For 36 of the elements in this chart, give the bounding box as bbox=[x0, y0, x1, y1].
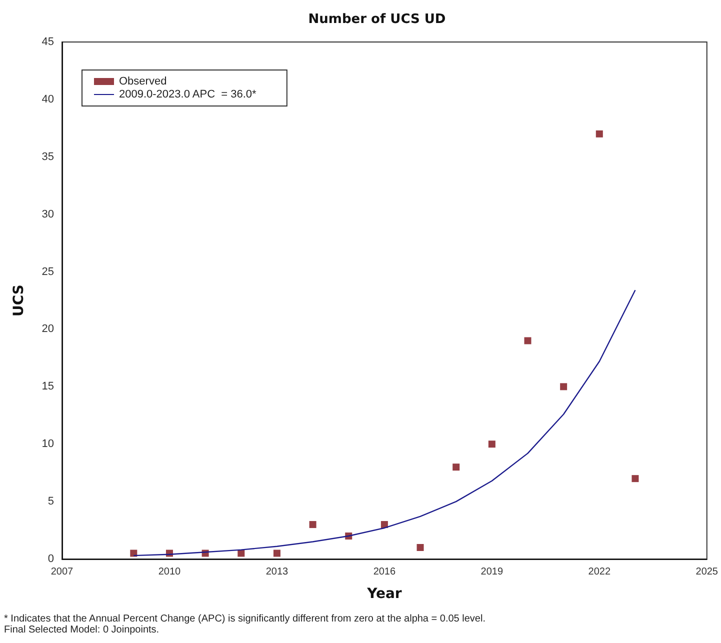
point bbox=[488, 440, 496, 448]
x-tick-label: 2019 bbox=[480, 566, 504, 578]
y-tick-label: 25 bbox=[42, 266, 54, 278]
point bbox=[452, 464, 460, 471]
y-tick-label: 20 bbox=[42, 323, 54, 336]
y-axis-title: UCS bbox=[11, 284, 27, 316]
text: * Indicates that the Annual Percent Change (APC) is significantly different from zero at the alpha = 0.05 level. bbox=[4, 614, 486, 624]
x-tick-label: 2022 bbox=[588, 566, 611, 578]
chart-title: Number of UCS UD bbox=[308, 12, 446, 27]
x-tick-label: 2013 bbox=[266, 566, 289, 578]
x-tick-label: 2007 bbox=[50, 566, 74, 578]
text: Final Selected Model: 0 Joinpoints. bbox=[4, 624, 160, 636]
legend-label: 2009.0-2023.0 APC = 36.0* bbox=[119, 88, 258, 100]
point bbox=[130, 550, 138, 557]
x-axis-title: Year bbox=[366, 586, 402, 602]
x-tick-label: 2025 bbox=[696, 566, 718, 578]
y-tick-label: 10 bbox=[42, 438, 54, 450]
y-tick-label: 15 bbox=[42, 380, 54, 393]
y-tick-label: 45 bbox=[42, 36, 54, 48]
point bbox=[596, 130, 603, 138]
x-tick-label: 2010 bbox=[158, 566, 182, 578]
point bbox=[632, 475, 639, 482]
point bbox=[416, 544, 424, 552]
y-tick-label: 5 bbox=[48, 496, 54, 508]
point bbox=[238, 550, 245, 557]
y-tick-label: 0 bbox=[48, 553, 54, 565]
point bbox=[524, 337, 532, 344]
x-tick-label: 2016 bbox=[373, 566, 396, 578]
y-tick-label: 30 bbox=[42, 208, 54, 220]
point bbox=[560, 383, 568, 390]
y-tick-label: 35 bbox=[42, 150, 54, 163]
point bbox=[273, 550, 280, 557]
y-tick-label: 40 bbox=[42, 93, 54, 106]
legend-label: Observed bbox=[119, 76, 167, 88]
point bbox=[380, 521, 388, 528]
point bbox=[309, 521, 316, 528]
